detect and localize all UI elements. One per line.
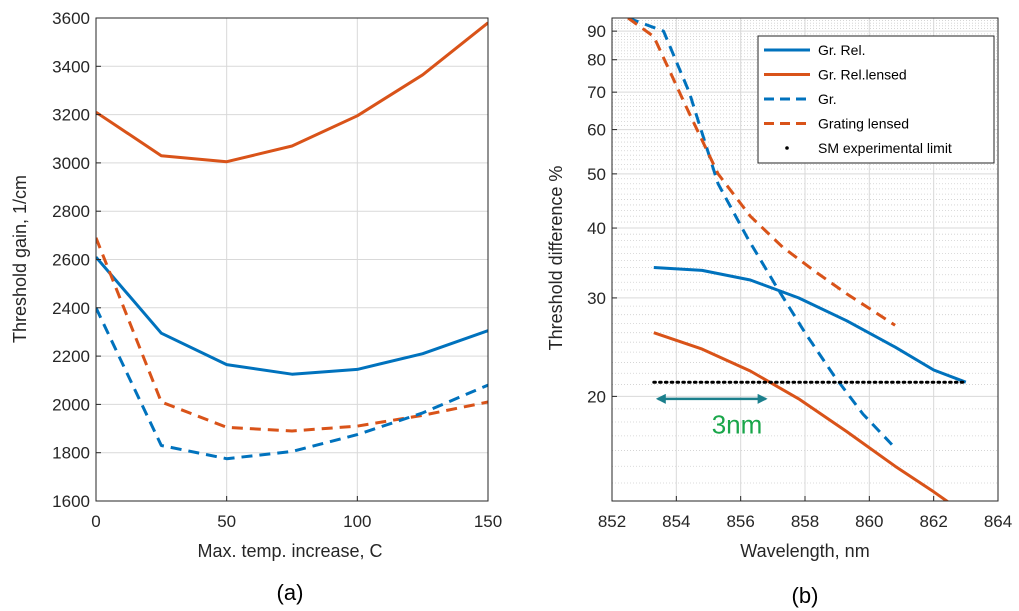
chart-a-ytick-label: 2000 [52, 395, 90, 414]
chart-a-ytick-label: 3000 [52, 154, 90, 173]
chart-b-xtick-label: 860 [855, 512, 883, 531]
chart-b-xtick-label: 864 [984, 512, 1012, 531]
chart-a-series-1-line [96, 21, 488, 164]
chart-a-xtick-label: 100 [343, 512, 371, 531]
chart-b-ytick-label: 20 [587, 387, 606, 406]
chart-a: 1600 1800 2000 2200 2400 2600 2800 3000 3200 3400… [10, 9, 502, 605]
chart-a-ytick-label: 3200 [52, 106, 90, 125]
chart-a-xtick-label: 150 [474, 512, 502, 531]
chart-a-series-group [96, 21, 488, 461]
chart-b-series-3-line [627, 18, 893, 446]
chart-b-y-ticks: 20 30 40 50 60 70 80 90 [587, 22, 617, 406]
chart-b-annotations: 3nm [655, 393, 768, 440]
chart-a-ytick-label: 2800 [52, 202, 90, 221]
legend-label-4: Grating lensed [818, 116, 909, 132]
legend-label-2: Gr. Rel.lensed [818, 67, 907, 83]
chart-a-ytick-label: 3600 [52, 9, 90, 28]
chart-b-xtick-label: 852 [598, 512, 626, 531]
chart-b-ytick-label: 60 [587, 121, 606, 140]
chart-a-ytick-label: 2400 [52, 299, 90, 318]
chart-b-ytick-label: 80 [587, 51, 606, 70]
chart-b-x-ticks: 852 854 856 858 860 862 864 [598, 496, 1012, 531]
chart-a-series-4-line [96, 307, 488, 461]
chart-b-ytick-label: 90 [587, 22, 606, 41]
chart-b-series-group [627, 18, 968, 501]
chart-b-series-4-line [627, 18, 896, 327]
chart-b-ytick-label: 30 [587, 289, 606, 308]
chart-a-ytick-label: 3400 [52, 57, 90, 76]
chart-b-xlabel: Wavelength, nm [740, 541, 869, 561]
legend-marker-5 [785, 146, 789, 150]
chart-a-xlabel: Max. temp. increase, C [197, 541, 382, 561]
chart-a-series-2-line [96, 256, 488, 376]
chart-a-series-3-line [96, 237, 488, 433]
chart-b-ylabel: Threshold difference % [546, 166, 566, 351]
legend-box [757, 35, 995, 164]
legend-label-5: SM experimental limit [818, 140, 952, 156]
chart-b-xtick-label: 858 [791, 512, 819, 531]
chart-b-xtick-label: 862 [919, 512, 947, 531]
chart-b-3nm-label: 3nm [712, 410, 763, 440]
chart-b-ytick-label: 70 [587, 83, 606, 102]
chart-a-ytick-label: 2200 [52, 347, 90, 366]
chart-b-ytick-label: 40 [587, 219, 606, 238]
chart-a-ylabel: Threshold gain, 1/cm [10, 175, 30, 343]
legend-label-1: Gr. Rel. [818, 42, 865, 58]
chart-a-ytick-label: 2600 [52, 251, 90, 270]
chart-b-ytick-label: 50 [587, 165, 606, 184]
chart-a-y-ticks: 1600 1800 2000 2200 2400 2600 2800 3000 3200 3400… [52, 9, 101, 511]
chart-b-xtick-label: 854 [662, 512, 690, 531]
chart-a-caption: (a) [277, 580, 304, 605]
chart-a-xtick-label: 50 [217, 512, 236, 531]
chart-a-ytick-label: 1600 [52, 492, 90, 511]
chart-b-xtick-label: 856 [726, 512, 754, 531]
chart-b-series-1-line [653, 266, 967, 384]
chart-a-x-ticks: 0 50 100 150 [91, 496, 502, 531]
chart-b-series-2-line [653, 331, 950, 501]
chart-b-legend: Gr. Rel. Gr. Rel.lensed Gr. Grating lensed S… [757, 35, 995, 164]
chart-b-caption: (b) [792, 583, 819, 608]
chart-a-ytick-label: 1800 [52, 444, 90, 463]
chart-a-xtick-label: 0 [91, 512, 100, 531]
legend-label-3: Gr. [818, 91, 837, 107]
